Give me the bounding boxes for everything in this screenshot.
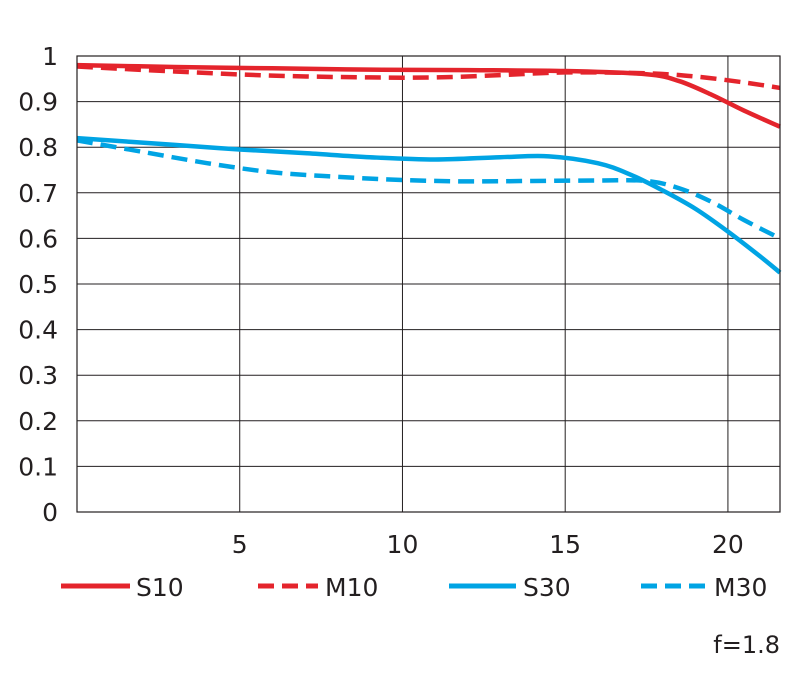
y-tick-label: 1 (42, 42, 58, 71)
y-tick-label: 0 (42, 498, 58, 527)
x-tick-label: 5 (232, 530, 248, 559)
series-line-s10 (76, 62, 781, 129)
grid (77, 55, 780, 513)
y-tick-label: 0.3 (18, 361, 58, 390)
series-layer (76, 62, 782, 275)
legend-label-m10: M10 (325, 573, 378, 602)
y-axis-ticks: 0 0.1 0.2 0.3 0.4 0.5 0.6 0.7 0.8 0.9 1 (18, 42, 58, 527)
series-line-m30 (76, 138, 782, 241)
y-tick-label: 0.7 (18, 179, 58, 208)
legend-label-s10: S10 (136, 573, 184, 602)
series-line-m10 (76, 64, 781, 91)
y-tick-label: 0.4 (18, 316, 58, 345)
x-tick-label: 20 (712, 530, 744, 559)
y-tick-label: 0.8 (18, 133, 58, 162)
legend: S10 M10 S30 M30 (61, 573, 767, 602)
aperture-annotation: f=1.8 (713, 631, 780, 659)
y-tick-label: 0.5 (18, 270, 58, 299)
legend-label-m30: M30 (714, 573, 767, 602)
y-tick-label: 0.1 (18, 452, 58, 481)
x-tick-label: 15 (549, 530, 581, 559)
y-tick-label: 0.9 (18, 88, 58, 117)
y-tick-label: 0.6 (18, 224, 58, 253)
y-tick-label: 0.2 (18, 407, 58, 436)
plot-frame (76, 55, 781, 513)
legend-label-s30: S30 (523, 573, 571, 602)
x-tick-label: 10 (387, 530, 419, 559)
x-axis-ticks: 5 10 15 20 (232, 530, 744, 559)
series-line-s30 (76, 135, 782, 275)
